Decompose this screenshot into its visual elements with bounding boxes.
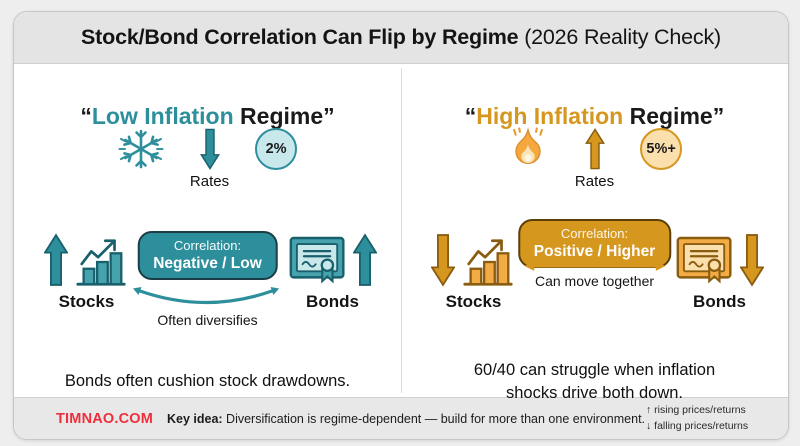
legend-rising: ↑ rising prices/returns (646, 404, 746, 417)
infographic-card: Stock/Bond Correlation Can Flip by Regim… (13, 11, 789, 440)
high-summary-text: 60/40 can struggle when inflation shocks … (401, 359, 788, 405)
heading-accent-text: High Inflation (476, 103, 624, 130)
key-idea-text: Key idea: Diversification is regime-depe… (166, 412, 646, 426)
low-stocks-group: Stocks (44, 228, 129, 312)
arrow-legend: ↑ rising prices/returns ↓ falling prices… (646, 403, 776, 433)
quote-open: “ (80, 103, 92, 130)
rates-up-arrow-icon (584, 128, 605, 170)
brand-text: TIMNAO.COM (56, 410, 154, 427)
stocks-up-arrow-icon (44, 233, 68, 286)
page-title-sub: (2026 Reality Check) (518, 25, 721, 49)
low-relation-note: Often diversifies (157, 312, 258, 328)
stocks-label: Stocks (58, 292, 115, 311)
correlation-title: Correlation: (560, 226, 629, 241)
correlation-title: Correlation: (173, 238, 242, 253)
high-rates-row: Rates 5%+ (401, 126, 788, 190)
summary-line-1: 60/40 can struggle when inflation (473, 360, 716, 379)
bonds-down-arrow-icon (740, 234, 764, 287)
diversify-curved-arrow-icon (132, 287, 280, 305)
panel-divider (401, 68, 402, 393)
stocks-down-arrow-icon (431, 234, 455, 287)
low-stocks-icons (44, 228, 129, 288)
snowflake-icon (118, 129, 164, 169)
move-together-arrow-icon (524, 261, 666, 271)
heading-rest-text: Regime” (623, 103, 725, 130)
bonds-label: Bonds (693, 292, 746, 311)
low-rates-arrow-group: Rates (190, 128, 229, 190)
high-stocks-group: Stocks (431, 228, 516, 312)
heading-accent-text: Low Inflation (91, 103, 234, 130)
low-correlation-badge: Correlation: Negative / Low (137, 231, 278, 281)
high-correlation-badge: Correlation: Positive / Higher (517, 219, 672, 269)
stock-chart-icon (76, 239, 126, 286)
stock-chart-icon (463, 239, 513, 286)
low-inflation-panel: “Low Inflation Regime” (14, 64, 401, 397)
heading-rest-text: Regime” (233, 103, 335, 130)
rates-label: Rates (189, 173, 230, 190)
low-summary-text: Bonds often cushion stock drawdowns. (64, 371, 351, 390)
high-relation-note: Can move together (534, 273, 655, 289)
low-rate-value-badge: 2% (255, 128, 298, 170)
stocks-label: Stocks (445, 292, 502, 311)
high-bonds-group: Bonds (675, 228, 764, 312)
bond-certificate-icon (676, 236, 732, 284)
high-bonds-icons (675, 228, 764, 288)
high-stocks-icons (431, 228, 516, 288)
fire-icon (513, 127, 543, 165)
correlation-value: Positive / Higher (533, 242, 656, 260)
high-rates-arrow-group: Rates (575, 128, 614, 190)
rates-down-arrow-icon (199, 128, 220, 170)
footer-bar: TIMNAO.COM Key idea: Diversification is … (14, 397, 788, 439)
rates-label: Rates (574, 173, 615, 190)
bonds-up-arrow-icon (353, 233, 377, 286)
bonds-label: Bonds (306, 292, 359, 311)
header-bar: Stock/Bond Correlation Can Flip by Regim… (14, 12, 788, 64)
card-body: “Low Inflation Regime” (14, 64, 788, 402)
correlation-value: Negative / Low (153, 254, 262, 272)
legend-falling: ↓ falling prices/returns (646, 419, 749, 432)
page-title: Stock/Bond Correlation Can Flip by Regim… (81, 25, 721, 50)
bond-certificate-icon (289, 236, 345, 284)
summary-line-2: shocks drive both down. (505, 383, 683, 402)
high-inflation-heading: “High Inflation Regime” (401, 101, 788, 131)
quote-open: “ (464, 103, 477, 130)
high-rate-value-badge: 5%+ (640, 128, 683, 170)
low-bonds-group: Bonds (288, 228, 377, 312)
high-inflation-panel: “High Inflation Regime” Rates (401, 64, 788, 402)
key-idea-body: Diversification is regime-dependent — bu… (222, 411, 646, 426)
low-bonds-icons (288, 228, 377, 288)
key-idea-label: Key idea: (166, 411, 223, 426)
low-inflation-heading: “Low Inflation Regime” (14, 101, 401, 131)
low-rates-row: Rates 2% (14, 126, 401, 190)
page-title-main: Stock/Bond Correlation Can Flip by Regim… (81, 25, 519, 49)
